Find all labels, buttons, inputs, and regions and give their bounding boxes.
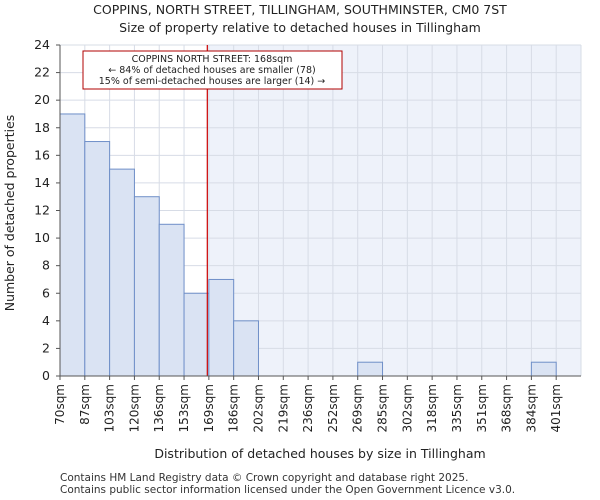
y-tick-label: 16 (34, 147, 50, 162)
y-tick-label: 20 (34, 92, 50, 107)
bar (183, 292, 210, 377)
y-tick-label: 10 (34, 230, 50, 245)
y-tick-label: 0 (42, 368, 50, 383)
x-axis-label: Distribution of detached houses by size … (154, 446, 485, 461)
y-tick-label: 4 (42, 313, 50, 328)
bar (208, 278, 235, 377)
bar (59, 113, 86, 377)
x-tick-label: 169sqm (202, 384, 216, 432)
bar (109, 168, 135, 377)
chart-subtitle: Size of property relative to detached ho… (119, 20, 481, 35)
x-tick-label: 103sqm (103, 384, 117, 432)
x-tick-label: 120sqm (127, 384, 141, 432)
bar (357, 361, 384, 377)
x-tick-label: 368sqm (500, 384, 514, 432)
x-tick-label: 236sqm (301, 384, 315, 432)
annotation-line-2: ← 84% of detached houses are smaller (78… (108, 65, 315, 76)
y-tick-label: 8 (42, 258, 50, 273)
x-tick-label: 87sqm (78, 384, 92, 425)
annotation-line-3: 15% of semi-detached houses are larger (… (99, 76, 326, 87)
bar (530, 361, 557, 377)
x-tick-label: 202sqm (251, 384, 265, 432)
x-tick-label: 186sqm (227, 384, 241, 432)
y-tick-label: 6 (42, 285, 50, 300)
x-tick-label: 219sqm (276, 384, 290, 432)
chart-title: COPPINS, NORTH STREET, TILLINGHAM, SOUTH… (93, 2, 507, 17)
y-tick-label: 24 (34, 37, 50, 52)
x-tick-label: 318sqm (425, 384, 439, 432)
bar (158, 223, 185, 377)
annotation-box: COPPINS NORTH STREET: 168sqm ← 84% of de… (82, 50, 343, 90)
x-tick-label: 285sqm (376, 384, 390, 432)
footer-line-2: Contains public sector information licen… (60, 484, 516, 496)
x-tick-label: 70sqm (53, 384, 67, 425)
x-tick-label: 401sqm (549, 384, 563, 432)
x-tick-label: 302sqm (400, 384, 414, 432)
x-tick-label: 136sqm (152, 384, 166, 432)
bar (133, 196, 160, 377)
x-tick-label: 269sqm (351, 384, 365, 432)
x-tick-label: 335sqm (450, 384, 464, 432)
x-tick-label: 351sqm (475, 384, 489, 432)
y-tick-label: 12 (34, 203, 50, 218)
x-tick-label: 153sqm (177, 384, 191, 432)
footer-line-1: Contains HM Land Registry data © Crown c… (60, 472, 469, 484)
y-tick-label: 14 (34, 175, 50, 190)
y-tick-label: 18 (34, 120, 50, 135)
annotation-line-1: COPPINS NORTH STREET: 168sqm (132, 54, 293, 65)
bar (84, 141, 111, 377)
y-tick-label: 22 (34, 65, 50, 80)
bar (233, 320, 259, 377)
x-tick-label: 252sqm (326, 384, 340, 432)
y-tick-label: 2 (42, 340, 50, 355)
y-axis-label: Number of detached properties (2, 115, 17, 312)
x-tick-label: 384sqm (524, 384, 538, 432)
